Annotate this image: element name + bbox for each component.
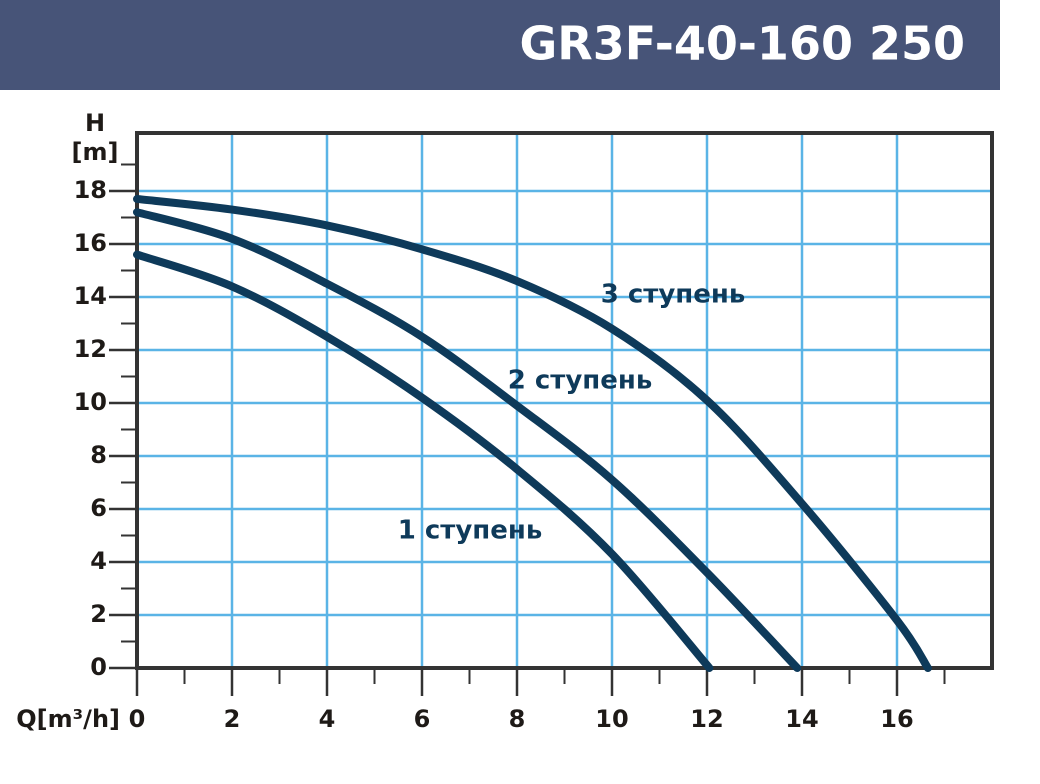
y-tick-label: 0: [90, 653, 107, 681]
x-tick-label: 8: [509, 705, 526, 733]
y-tick-label: 12: [74, 335, 107, 363]
y-tick-label: 4: [90, 547, 107, 575]
curve-label: 2 ступень: [508, 366, 653, 396]
y-tick-label: 14: [74, 282, 107, 310]
x-tick-label: 12: [690, 705, 723, 733]
y-tick-label: 10: [74, 388, 107, 416]
y-tick-label: 2: [90, 600, 107, 628]
x-tick-label: 2: [224, 705, 241, 733]
plot-border: [135, 131, 994, 670]
x-tick-label: 4: [319, 705, 336, 733]
y-tick-label: 18: [74, 176, 107, 204]
chart-title: GR3F-40-160 250: [520, 17, 965, 71]
x-axis-label: Q[m³/h]: [16, 705, 120, 733]
curve-label: 1 ступень: [398, 516, 543, 546]
y-tick-label: 6: [90, 494, 107, 522]
x-tick-label: 16: [880, 705, 913, 733]
y-axis-label: H: [85, 109, 105, 137]
curve: [133, 194, 932, 672]
curve-label: 3 ступень: [601, 280, 746, 310]
x-tick-label: 10: [595, 705, 628, 733]
x-tick-label: 14: [785, 705, 818, 733]
curve: [133, 250, 714, 672]
x-tick-label: 0: [129, 705, 146, 733]
header-band: [0, 0, 1000, 90]
curve: [133, 208, 802, 672]
y-tick-label: 16: [74, 229, 107, 257]
y-tick-label: 8: [90, 441, 107, 469]
y-axis-label: [m]: [72, 138, 119, 166]
x-tick-label: 6: [414, 705, 431, 733]
